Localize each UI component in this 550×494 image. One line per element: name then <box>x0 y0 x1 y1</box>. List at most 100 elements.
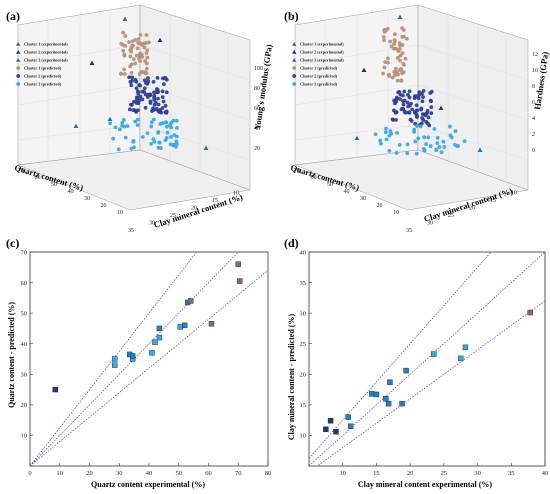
y-tick-label: 15 <box>490 198 496 204</box>
y-tick-label: 60 <box>21 280 28 287</box>
predicted-point <box>426 115 431 120</box>
predicted-point <box>384 126 388 131</box>
predicted-point <box>400 93 405 98</box>
x-tick-label: 80 <box>265 470 272 477</box>
y-tick-label: 30 <box>21 372 28 379</box>
panel-c-plot-area: 0 10 20 30 40 50 60 70 80 10 20 30 40 50 60 70 <box>21 249 272 477</box>
z-tick-label: 80 <box>254 86 260 92</box>
x-tick-label: 30 <box>360 196 366 202</box>
y-tick-label: 25 <box>300 341 307 348</box>
legend-triangle-marker <box>292 42 297 46</box>
predicted-point <box>401 34 406 39</box>
plot-frame <box>29 251 269 467</box>
predicted-point <box>428 91 433 95</box>
predicted-point <box>171 118 176 123</box>
data-point <box>149 350 155 356</box>
y-tick-label: 10 <box>21 433 28 440</box>
data-point <box>152 339 158 345</box>
panel-a-3d-chart: (a) Cluster 1 (experimental) Cluster 2 (e… <box>6 4 274 234</box>
y-tick-label: 15 <box>300 402 307 409</box>
predicted-point <box>395 55 400 60</box>
predicted-point <box>134 86 139 91</box>
predicted-point <box>395 78 400 83</box>
experimental-point <box>397 14 403 19</box>
experimental-point <box>361 67 367 72</box>
predicted-point <box>135 117 140 122</box>
predicted-point <box>393 73 397 78</box>
legend-label: Cluster 2 (predicted) <box>300 74 338 79</box>
predicted-point <box>128 54 133 59</box>
predicted-point <box>145 131 150 136</box>
predicted-point <box>393 101 397 106</box>
data-point <box>156 334 163 341</box>
predicted-point <box>129 146 134 151</box>
predicted-point <box>160 89 165 94</box>
panel-b-3d-chart: (b) Cluster 1 (experimental) Cluster 2 (e… <box>284 4 550 234</box>
panel-b-legend: Cluster 1 (experimental) Cluster 2 (exper… <box>292 42 344 87</box>
predicted-point <box>441 139 446 144</box>
predicted-point <box>412 96 417 101</box>
data-point <box>403 367 409 374</box>
predicted-point <box>420 99 425 104</box>
predicted-point <box>456 144 461 148</box>
predicted-point <box>389 44 394 49</box>
data-point <box>527 309 533 316</box>
predicted-point <box>143 41 148 45</box>
panel-label-d: (d) <box>284 236 299 250</box>
predicted-point <box>143 92 148 97</box>
legend-label: Cluster 1 (predicted) <box>24 66 62 71</box>
predicted-point <box>453 142 457 147</box>
data-point <box>237 278 243 284</box>
predicted-point <box>118 127 122 132</box>
y-tick-label: 30 <box>300 310 307 317</box>
predicted-point <box>407 89 412 94</box>
predicted-point <box>400 51 405 56</box>
predicted-point <box>116 147 121 152</box>
predicted-point <box>399 78 404 83</box>
legend-triangle-marker <box>292 58 297 62</box>
predicted-point <box>168 142 173 147</box>
predicted-point <box>426 135 431 140</box>
y-tick-label: 30 <box>149 221 155 227</box>
panel-d-x-axis-title: Clay mineral content experimental (%) <box>358 480 493 489</box>
z-tick-label: 60 <box>254 106 260 112</box>
panel-d-chart: (d) 10 15 20 25 30 35 40 10 15 20 25 30 35 40 Clay mi… <box>284 236 548 489</box>
data-point <box>129 353 136 359</box>
predicted-point <box>396 49 401 53</box>
predicted-point <box>142 45 147 50</box>
y-tick-label: 20 <box>469 206 475 212</box>
x-tick-label: 40 <box>68 189 74 195</box>
grid-line <box>417 124 529 161</box>
predicted-point <box>413 139 418 144</box>
predicted-point <box>421 118 426 122</box>
predicted-point <box>136 53 141 58</box>
panel-label-a: (a) <box>6 9 20 23</box>
predicted-point <box>138 41 143 46</box>
legend-label: Cluster 3 (experimental) <box>300 58 344 63</box>
panel-b-point-cloud <box>354 14 483 156</box>
predicted-point <box>383 130 388 135</box>
predicted-point <box>119 71 123 76</box>
predicted-point <box>173 144 178 149</box>
grid-line <box>417 84 529 121</box>
predicted-point <box>421 95 425 99</box>
predicted-point <box>453 129 458 134</box>
grid-line <box>17 84 141 106</box>
data-point <box>52 386 58 393</box>
predicted-point <box>401 61 406 66</box>
predicted-point <box>131 139 136 144</box>
y-tick-label: 40 <box>300 249 307 256</box>
x-tick-label: 70 <box>235 470 242 477</box>
x-tick-label: 25 <box>441 470 448 477</box>
predicted-point <box>111 136 116 141</box>
legend-circle-marker <box>292 82 297 86</box>
panel-a-legend: Cluster 1 (experimental) Cluster 2 (exper… <box>16 42 68 87</box>
data-point <box>431 351 437 357</box>
experimental-point <box>157 37 163 42</box>
predicted-point <box>428 144 433 149</box>
x-tick-label: 60 <box>35 175 41 181</box>
experimental-point <box>438 105 444 110</box>
predicted-point <box>140 97 145 102</box>
predicted-point <box>161 99 166 104</box>
predicted-point <box>394 118 398 122</box>
